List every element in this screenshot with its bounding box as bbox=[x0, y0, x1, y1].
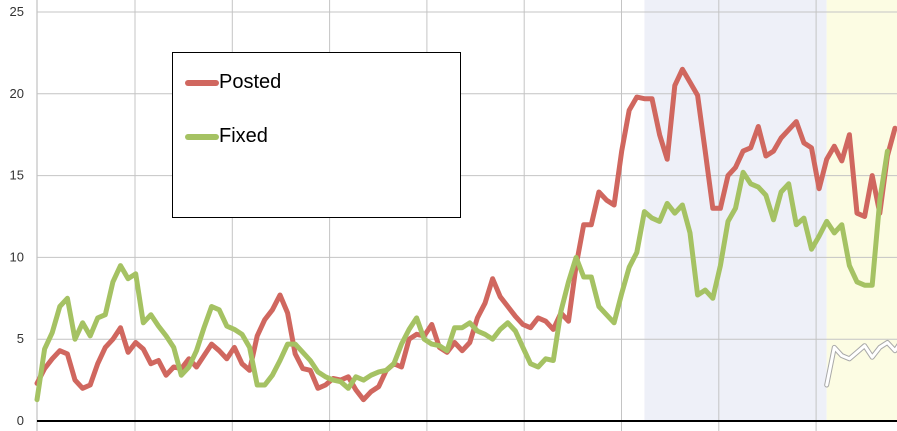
y-tick-label: 10 bbox=[10, 249, 24, 264]
y-axis-ticks: 0 5 10 15 20 25 bbox=[10, 4, 24, 428]
y-tick-label: 15 bbox=[10, 168, 24, 183]
legend-swatch-fixed bbox=[185, 134, 219, 140]
yellow-band bbox=[826, 0, 897, 421]
legend: Posted Fixed bbox=[172, 52, 461, 218]
unlabeled-series-line bbox=[825, 341, 897, 387]
y-tick-label: 0 bbox=[17, 413, 24, 428]
legend-label-posted: Posted bbox=[219, 71, 282, 93]
y-tick-label: 20 bbox=[10, 86, 24, 101]
series-lines bbox=[34, 66, 897, 403]
legend-swatch-posted bbox=[185, 80, 219, 86]
fixed-series-line bbox=[34, 148, 890, 403]
y-tick-label: 5 bbox=[17, 331, 24, 346]
legend-label-fixed: Fixed bbox=[219, 125, 268, 147]
y-tick-label: 25 bbox=[10, 4, 24, 19]
